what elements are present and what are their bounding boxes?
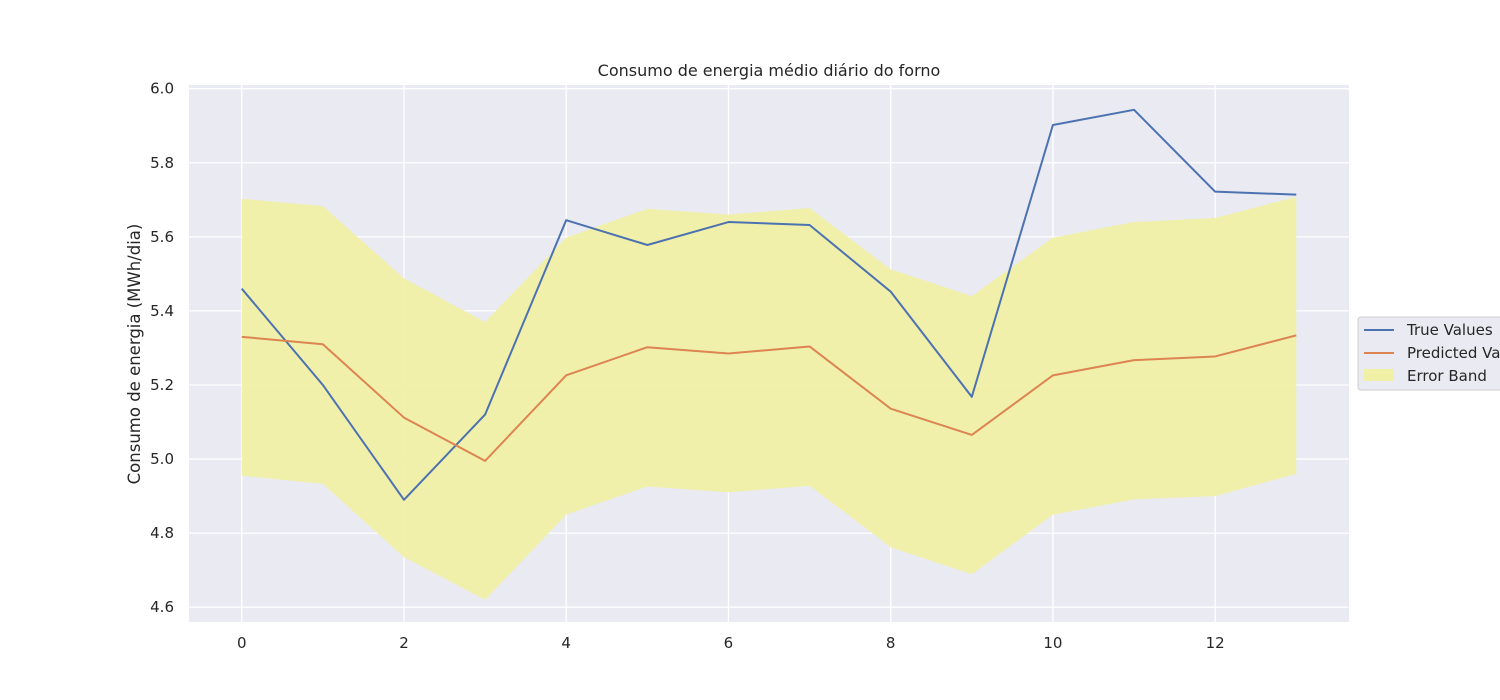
- legend-label-true-values: True Values: [1406, 321, 1493, 339]
- y-tick-label: 5.8: [150, 154, 174, 172]
- x-tick-label: 12: [1206, 634, 1225, 652]
- error-band-layer: [241, 196, 1297, 600]
- legend-swatch-error-band: [1364, 369, 1394, 381]
- series-lines: [240, 108, 1297, 501]
- x-tick-label: 10: [1043, 634, 1062, 652]
- y-tick-label: 4.6: [150, 598, 174, 616]
- x-tick-labels: 0 2 4 6 8 10 12: [237, 634, 1225, 652]
- legend-label-predicted-values: Predicted Va: [1407, 344, 1500, 362]
- chart-title: Consumo de energia médio diário do forno: [598, 61, 941, 80]
- legend-label-error-band: Error Band: [1407, 367, 1487, 385]
- y-tick-label: 5.2: [150, 376, 174, 394]
- x-tick-label: 4: [561, 634, 571, 652]
- x-tick-label: 2: [399, 634, 409, 652]
- y-tick-labels: 4.6 4.8 5.0 5.2 5.4 5.6 5.8 6.0: [150, 80, 174, 616]
- y-tick-label: 6.0: [150, 80, 174, 98]
- series-line-true-values: [240, 108, 1297, 501]
- y-tick-label: 5.4: [150, 302, 174, 320]
- error-band: [241, 196, 1297, 600]
- x-tick-label: 0: [237, 634, 247, 652]
- y-tick-label: 4.8: [150, 524, 174, 542]
- x-tick-label: 8: [886, 634, 896, 652]
- y-axis-label: Consumo de energia (MWh/dia): [125, 224, 144, 485]
- series-line-predicted-values: [241, 334, 1297, 462]
- y-tick-label: 5.0: [150, 450, 174, 468]
- x-tick-label: 6: [724, 634, 734, 652]
- legend: True Values Predicted Va Error Band: [1357, 316, 1500, 391]
- y-tick-label: 5.6: [150, 228, 174, 246]
